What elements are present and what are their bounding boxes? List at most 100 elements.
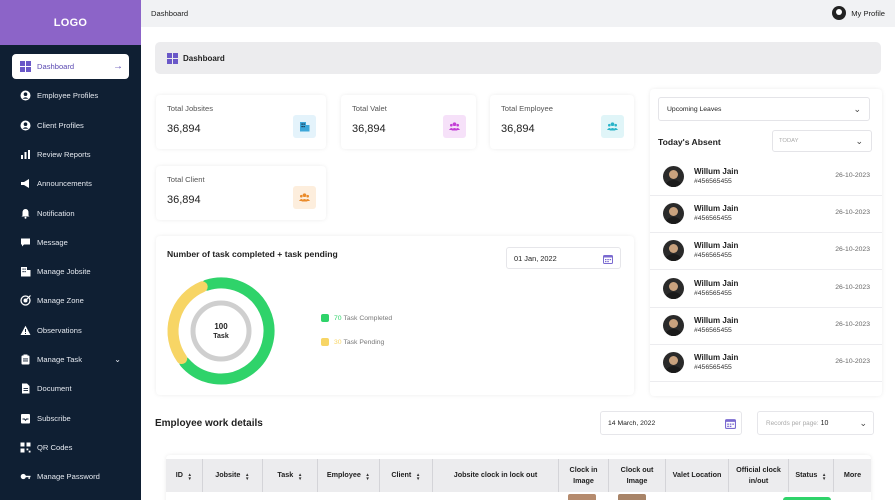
inbox-icon bbox=[20, 413, 31, 424]
absent-filter-placeholder: TODAY bbox=[779, 138, 799, 144]
stat-card-employee[interactable]: Total Employee 36,894 bbox=[490, 95, 634, 149]
dashboard-icon bbox=[167, 52, 178, 64]
chevron-down-icon: ⌄ bbox=[859, 417, 867, 428]
building-icon bbox=[20, 266, 31, 277]
clipboard-icon bbox=[20, 354, 31, 365]
absent-id: #456565455 bbox=[694, 215, 732, 223]
records-per-page-select[interactable]: Records per page: 10 ⌄ bbox=[757, 411, 874, 435]
absent-list-item[interactable]: Willum Jain #456565455 26-10-2023 bbox=[650, 345, 882, 382]
absent-name: Willum Jain bbox=[694, 167, 739, 176]
absent-list-item[interactable]: Willum Jain #456565455 26-10-2023 bbox=[650, 233, 882, 271]
column-header-label: Valet Location bbox=[672, 470, 722, 480]
absent-name: Willum Jain bbox=[694, 241, 739, 251]
sidebar-item-client-profiles[interactable]: Client Profiles bbox=[12, 113, 129, 138]
todays-absent-title: Today's Absent bbox=[658, 137, 721, 147]
absent-list-item[interactable]: Willum Jain #456565455 26-10-2023 bbox=[650, 159, 882, 196]
sidebar-item-observations[interactable]: Observations bbox=[12, 318, 129, 343]
chart-date-picker[interactable]: 01 Jan, 2022 bbox=[506, 247, 621, 269]
sort-icon[interactable]: ▲▼ bbox=[244, 471, 250, 480]
absent-date: 26-10-2023 bbox=[835, 320, 870, 328]
donut-center-value: 100 bbox=[214, 322, 228, 331]
stat-card-jobsites[interactable]: Total Jobsites 36,894 bbox=[156, 95, 326, 149]
sort-icon[interactable]: ▲▼ bbox=[187, 471, 193, 480]
column-header-label: ID bbox=[175, 470, 183, 480]
column-header-employee[interactable]: Employee ▲▼ bbox=[318, 459, 380, 492]
target-icon bbox=[20, 295, 31, 307]
column-header-id[interactable]: ID ▲▼ bbox=[166, 459, 203, 492]
absent-id: #456565455 bbox=[694, 364, 732, 371]
people-icon bbox=[601, 115, 624, 138]
sidebar-item-label: Employee Profiles bbox=[37, 91, 99, 101]
clock-out-image-thumb[interactable] bbox=[618, 494, 646, 500]
chevron-down-icon: ⌄ bbox=[853, 103, 861, 114]
sidebar-item-manage-password[interactable]: Manage Password bbox=[12, 464, 129, 489]
sidebar: LOGO Dashboard → Employee Profiles Client P… bbox=[0, 0, 141, 500]
upcoming-leaves-label: Upcoming Leaves bbox=[667, 105, 722, 113]
column-header-jobsite[interactable]: Jobsite ▲▼ bbox=[203, 459, 263, 492]
sidebar-item-label: Manage Zone bbox=[37, 296, 84, 306]
sidebar-item-notification[interactable]: Notification bbox=[12, 201, 129, 226]
work-details-table: ID ▲▼ Jobsite ▲▼ Task ▲▼ Employee ▲▼ Client ▲▼ Job… bbox=[166, 455, 871, 500]
sidebar-item-message[interactable]: Message bbox=[12, 230, 129, 255]
legend-completed: 70 Task Completed bbox=[321, 314, 392, 322]
column-header-client[interactable]: Client ▲▼ bbox=[380, 459, 433, 492]
chart-date-value: 01 Jan, 2022 bbox=[514, 253, 557, 263]
sidebar-item-label: QR Codes bbox=[37, 442, 73, 452]
sidebar-item-label: Message bbox=[37, 237, 68, 247]
sort-icon[interactable]: ▲▼ bbox=[365, 471, 371, 480]
absent-list-item[interactable]: Willum Jain #456565455 26-10-2023 bbox=[650, 196, 882, 234]
sidebar-item-dashboard[interactable]: Dashboard → bbox=[12, 54, 129, 79]
sidebar-item-label: Client Profiles bbox=[37, 120, 84, 130]
document-icon bbox=[20, 383, 31, 394]
sort-icon[interactable]: ▲▼ bbox=[821, 471, 827, 480]
profile-menu[interactable]: My Profile bbox=[832, 6, 885, 20]
donut-segment-completed bbox=[179, 277, 275, 385]
building-icon bbox=[293, 115, 316, 138]
sort-icon[interactable]: ▲▼ bbox=[415, 471, 421, 480]
sidebar-item-qr-codes[interactable]: QR Codes bbox=[12, 435, 129, 460]
avatar bbox=[663, 166, 684, 187]
column-header-official-clock-in-out: Official clock in/out bbox=[729, 459, 789, 492]
sidebar-item-review-reports[interactable]: Review Reports bbox=[12, 142, 129, 167]
column-header-label: Employee bbox=[326, 470, 361, 480]
sort-icon[interactable]: ▲▼ bbox=[297, 471, 303, 480]
column-header-label: Official clock in/out bbox=[736, 465, 781, 485]
logo: LOGO bbox=[0, 0, 141, 45]
avatar bbox=[663, 352, 684, 373]
stat-value: 36,894 bbox=[501, 123, 535, 135]
work-date-picker[interactable]: 14 March, 2022 bbox=[600, 411, 742, 435]
column-header-label: Jobsite clock in lock out bbox=[453, 470, 538, 480]
legend-number: 30 bbox=[334, 338, 342, 346]
chevron-down-icon: ⌄ bbox=[855, 135, 863, 146]
calendar-icon bbox=[603, 255, 613, 264]
avatar bbox=[663, 240, 684, 262]
bell-icon bbox=[20, 208, 31, 219]
sidebar-item-subscribe[interactable]: Subscribe bbox=[12, 406, 129, 431]
sidebar-item-label: Dashboard bbox=[37, 62, 75, 71]
absent-list-item[interactable]: Willum Jain #456565455 26-10-2023 bbox=[650, 271, 882, 308]
clock-in-image-thumb[interactable] bbox=[568, 494, 596, 500]
column-header-label: Task bbox=[277, 470, 294, 480]
chat-icon bbox=[20, 237, 31, 248]
column-header-task[interactable]: Task ▲▼ bbox=[263, 459, 318, 492]
sidebar-item-manage-task[interactable]: Manage Task ⌄ bbox=[12, 347, 129, 372]
sidebar-item-document[interactable]: Document bbox=[12, 376, 129, 401]
sidebar-item-announcements[interactable]: Announcements bbox=[12, 171, 129, 196]
absent-list-item[interactable]: Willum Jain #456565455 26-10-2023 bbox=[650, 308, 882, 345]
sidebar-item-employee-profiles[interactable]: Employee Profiles bbox=[12, 83, 129, 108]
user-circle-icon bbox=[20, 90, 31, 101]
absent-name: Willum Jain bbox=[694, 315, 739, 325]
upcoming-leaves-dropdown[interactable]: Upcoming Leaves ⌄ bbox=[658, 97, 870, 121]
sidebar-item-label: Notification bbox=[37, 208, 75, 218]
stat-card-client[interactable]: Total Client 36,894 bbox=[156, 166, 326, 220]
absent-name: Willum Jain bbox=[694, 353, 739, 362]
megaphone-icon bbox=[20, 178, 31, 189]
stat-card-valet[interactable]: Total Valet 36,894 bbox=[341, 95, 476, 149]
sidebar-item-manage-jobsite[interactable]: Manage Jobsite bbox=[12, 259, 129, 284]
column-header-status[interactable]: Status ▲▼ bbox=[789, 459, 834, 492]
people-icon bbox=[443, 115, 466, 138]
absent-date: 26-10-2023 bbox=[835, 172, 870, 179]
absent-filter-dropdown[interactable]: TODAY ⌄ bbox=[772, 130, 872, 152]
absent-id: #456565455 bbox=[694, 326, 732, 334]
sidebar-item-manage-zone[interactable]: Manage Zone bbox=[12, 288, 129, 313]
